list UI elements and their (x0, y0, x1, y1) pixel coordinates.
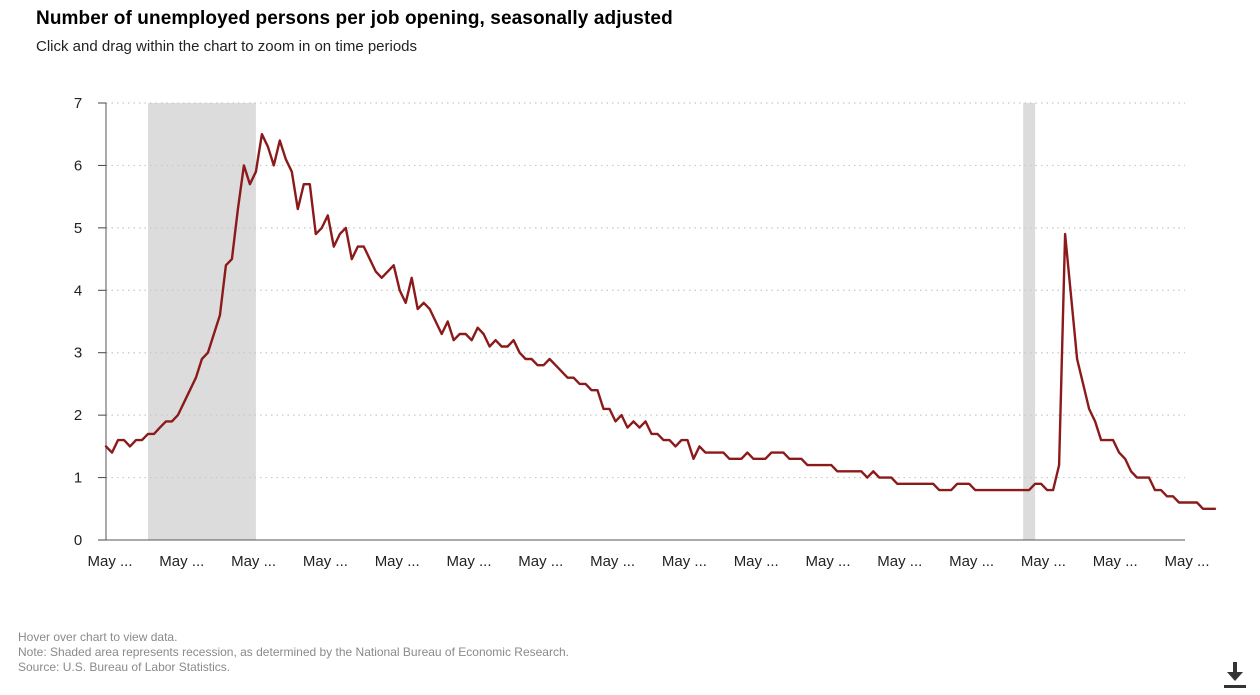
data-series[interactable] (104, 132, 1217, 510)
x-tick-label: May ... (1093, 553, 1138, 570)
download-icon[interactable] (1222, 660, 1248, 690)
y-tick-label: 4 (74, 282, 82, 299)
x-tick-label: May ... (734, 553, 779, 570)
x-tick-label: May ... (375, 553, 420, 570)
recession-band (1023, 103, 1036, 540)
x-tick-label: May ... (805, 553, 850, 570)
recession-band (148, 103, 256, 540)
x-tick-label: May ... (303, 553, 348, 570)
y-tick-label: 2 (74, 407, 82, 424)
x-tick-label: May ... (949, 553, 994, 570)
y-tick-label: 0 (74, 532, 82, 549)
y-tick-label: 3 (74, 345, 82, 362)
x-tick-label: May ... (231, 553, 276, 570)
y-tick-label: 5 (74, 220, 82, 237)
y-tick-label: 1 (74, 470, 82, 487)
x-tick-label: May ... (1021, 553, 1066, 570)
y-tick-label: 6 (74, 157, 82, 174)
x-tick-label: May ... (87, 553, 132, 570)
x-tick-label: May ... (159, 553, 204, 570)
recession-shading-layer (148, 103, 1036, 540)
axes: 0 1 2 3 4 5 6 7 May ... May ... May ... May ... May … (74, 95, 1210, 570)
line-chart[interactable]: 0 1 2 3 4 5 6 7 May ... May ... May ... May ... May … (0, 0, 1260, 620)
chart-title: Number of unemployed persons per job ope… (36, 8, 673, 29)
source-note: Source: U.S. Bureau of Labor Statistics. (18, 660, 231, 674)
x-tick-label: May ... (877, 553, 922, 570)
x-tick-label: May ... (590, 553, 635, 570)
hover-note: Hover over chart to view data. (18, 630, 178, 644)
y-tick-label: 7 (74, 95, 82, 112)
series-line[interactable] (104, 132, 1217, 510)
chart-notes: Hover over chart to view data. Note: Sha… (18, 630, 569, 675)
x-tick-label: May ... (1164, 553, 1209, 570)
x-tick-label: May ... (662, 553, 707, 570)
chart-subtitle: Click and drag within the chart to zoom … (36, 38, 418, 55)
gridlines (106, 102, 1185, 479)
recession-note: Note: Shaded area represents recession, … (18, 645, 569, 659)
x-tick-label: May ... (518, 553, 563, 570)
x-tick-label: May ... (446, 553, 491, 570)
